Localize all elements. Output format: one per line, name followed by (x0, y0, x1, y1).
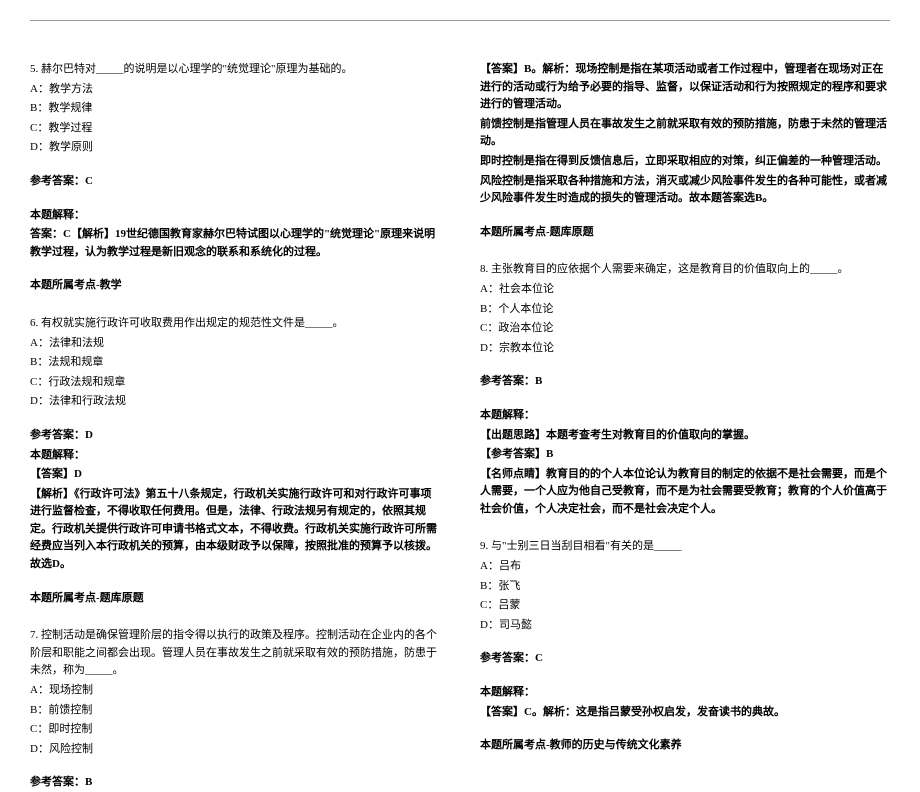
q9-option-a: A：吕布 (480, 558, 890, 576)
q8-answer: 参考答案：B (480, 373, 890, 391)
q9-expl-label: 本题解释： (480, 684, 890, 702)
q9-expl: 【答案】C。解析：这是指吕蒙受孙权启发，发奋读书的典故。 (480, 704, 890, 722)
question-9: 9. 与"士别三日当刮目相看"有关的是_____ A：吕布 B：张飞 C：吕蒙 … (480, 538, 890, 754)
q6-option-d: D：法律和行政法规 (30, 393, 440, 411)
q7-stem: 7. 控制活动是确保管理阶层的指令得以执行的政策及程序。控制活动在企业内的各个阶… (30, 627, 440, 680)
q5-stem: 5. 赫尔巴特对_____的说明是以心理学的"统觉理论"原理为基础的。 (30, 61, 440, 79)
question-5: 5. 赫尔巴特对_____的说明是以心理学的"统觉理论"原理为基础的。 A：教学… (30, 61, 440, 295)
q6-topic: 本题所属考点-题库原题 (30, 590, 440, 608)
question-6: 6. 有权就实施行政许可收取费用作出规定的规范性文件是_____。 A：法律和法… (30, 315, 440, 607)
q6-answer: 参考答案：D (30, 427, 440, 445)
q9-answer: 参考答案：C (480, 650, 890, 668)
q5-expl: 答案：C【解析】19世纪德国教育家赫尔巴特试图以心理学的"统觉理论"原理来说明教… (30, 226, 440, 261)
q9-option-b: B：张飞 (480, 578, 890, 596)
q8-expl-line1: 【出题思路】本题考查考生对教育目的价值取向的掌握。 (480, 427, 890, 445)
right-column: 【答案】B。解析：现场控制是指在某项活动或者工作过程中，管理者在现场对正在进行的… (480, 21, 890, 631)
q8-expl-line2: 【参考答案】B (480, 446, 890, 464)
q5-option-d: D：教学原则 (30, 139, 440, 157)
question-7-cont: 【答案】B。解析：现场控制是指在某项活动或者工作过程中，管理者在现场对正在进行的… (480, 61, 890, 241)
left-column: 5. 赫尔巴特对_____的说明是以心理学的"统觉理论"原理为基础的。 A：教学… (30, 21, 440, 631)
q9-stem: 9. 与"士别三日当刮目相看"有关的是_____ (480, 538, 890, 556)
q6-expl-label: 本题解释： (30, 447, 440, 465)
q6-option-a: A：法律和法规 (30, 335, 440, 353)
q5-topic: 本题所属考点-教学 (30, 277, 440, 295)
q6-expl: 【解析】《行政许可法》第五十八条规定，行政机关实施行政许可和对行政许可事项进行监… (30, 486, 440, 574)
q7-answer: 参考答案：B (30, 774, 440, 792)
q7-cont-line4: 风险控制是指采取各种措施和方法，消灭或减少风险事件发生的各种可能性，或者减少风险… (480, 173, 890, 208)
q7-cont-topic: 本题所属考点-题库原题 (480, 224, 890, 242)
q6-option-b: B：法规和规章 (30, 354, 440, 372)
q7-option-b: B：前馈控制 (30, 702, 440, 720)
q9-option-d: D：司马懿 (480, 617, 890, 635)
q8-option-d: D：宗教本位论 (480, 340, 890, 358)
q7-option-c: C：即时控制 (30, 721, 440, 739)
q5-expl-label: 本题解释： (30, 207, 440, 225)
q7-option-d: D：风险控制 (30, 741, 440, 759)
page-container: 5. 赫尔巴特对_____的说明是以心理学的"统觉理论"原理为基础的。 A：教学… (30, 20, 890, 631)
q5-answer: 参考答案：C (30, 173, 440, 191)
q6-expl-sub: 【答案】D (30, 466, 440, 484)
q8-option-c: C：政治本位论 (480, 320, 890, 338)
q7-cont-line1: 【答案】B。解析：现场控制是指在某项活动或者工作过程中，管理者在现场对正在进行的… (480, 61, 890, 114)
q7-cont-line2: 前馈控制是指管理人员在事故发生之前就采取有效的预防措施，防患于未然的管理活动。 (480, 116, 890, 151)
q8-expl-line3: 【名师点睛】教育目的的个人本位论认为教育目的制定的依据不是社会需要，而是个人需要… (480, 466, 890, 519)
q7-cont-line3: 即时控制是指在得到反馈信息后，立即采取相应的对策，纠正偏差的一种管理活动。 (480, 153, 890, 171)
q6-option-c: C：行政法规和规章 (30, 374, 440, 392)
q8-option-b: B：个人本位论 (480, 301, 890, 319)
question-7: 7. 控制活动是确保管理阶层的指令得以执行的政策及程序。控制活动在企业内的各个阶… (30, 627, 440, 792)
q5-option-a: A：教学方法 (30, 81, 440, 99)
q9-option-c: C：吕蒙 (480, 597, 890, 615)
question-8: 8. 主张教育目的应依据个人需要来确定，这是教育目的价值取向上的_____。 A… (480, 261, 890, 518)
q8-expl-label: 本题解释： (480, 407, 890, 425)
q7-option-a: A：现场控制 (30, 682, 440, 700)
q8-option-a: A：社会本位论 (480, 281, 890, 299)
q5-option-c: C：教学过程 (30, 120, 440, 138)
q5-option-b: B：教学规律 (30, 100, 440, 118)
q6-stem: 6. 有权就实施行政许可收取费用作出规定的规范性文件是_____。 (30, 315, 440, 333)
q9-topic: 本题所属考点-教师的历史与传统文化素养 (480, 737, 890, 755)
q8-stem: 8. 主张教育目的应依据个人需要来确定，这是教育目的价值取向上的_____。 (480, 261, 890, 279)
